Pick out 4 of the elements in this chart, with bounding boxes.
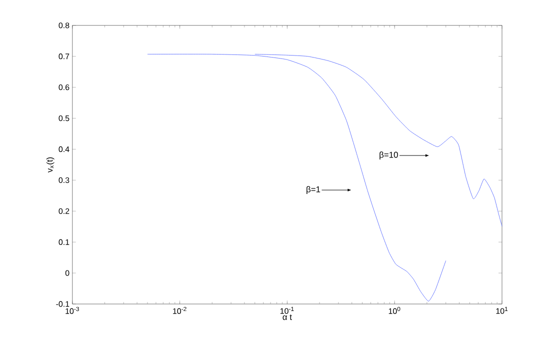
x-axis-title: α t bbox=[282, 314, 292, 320]
annotation: β=10 bbox=[380, 152, 398, 160]
annotation: β=1 bbox=[306, 186, 320, 194]
y-axis-title: v$_{x}$(t) bbox=[46, 157, 54, 173]
